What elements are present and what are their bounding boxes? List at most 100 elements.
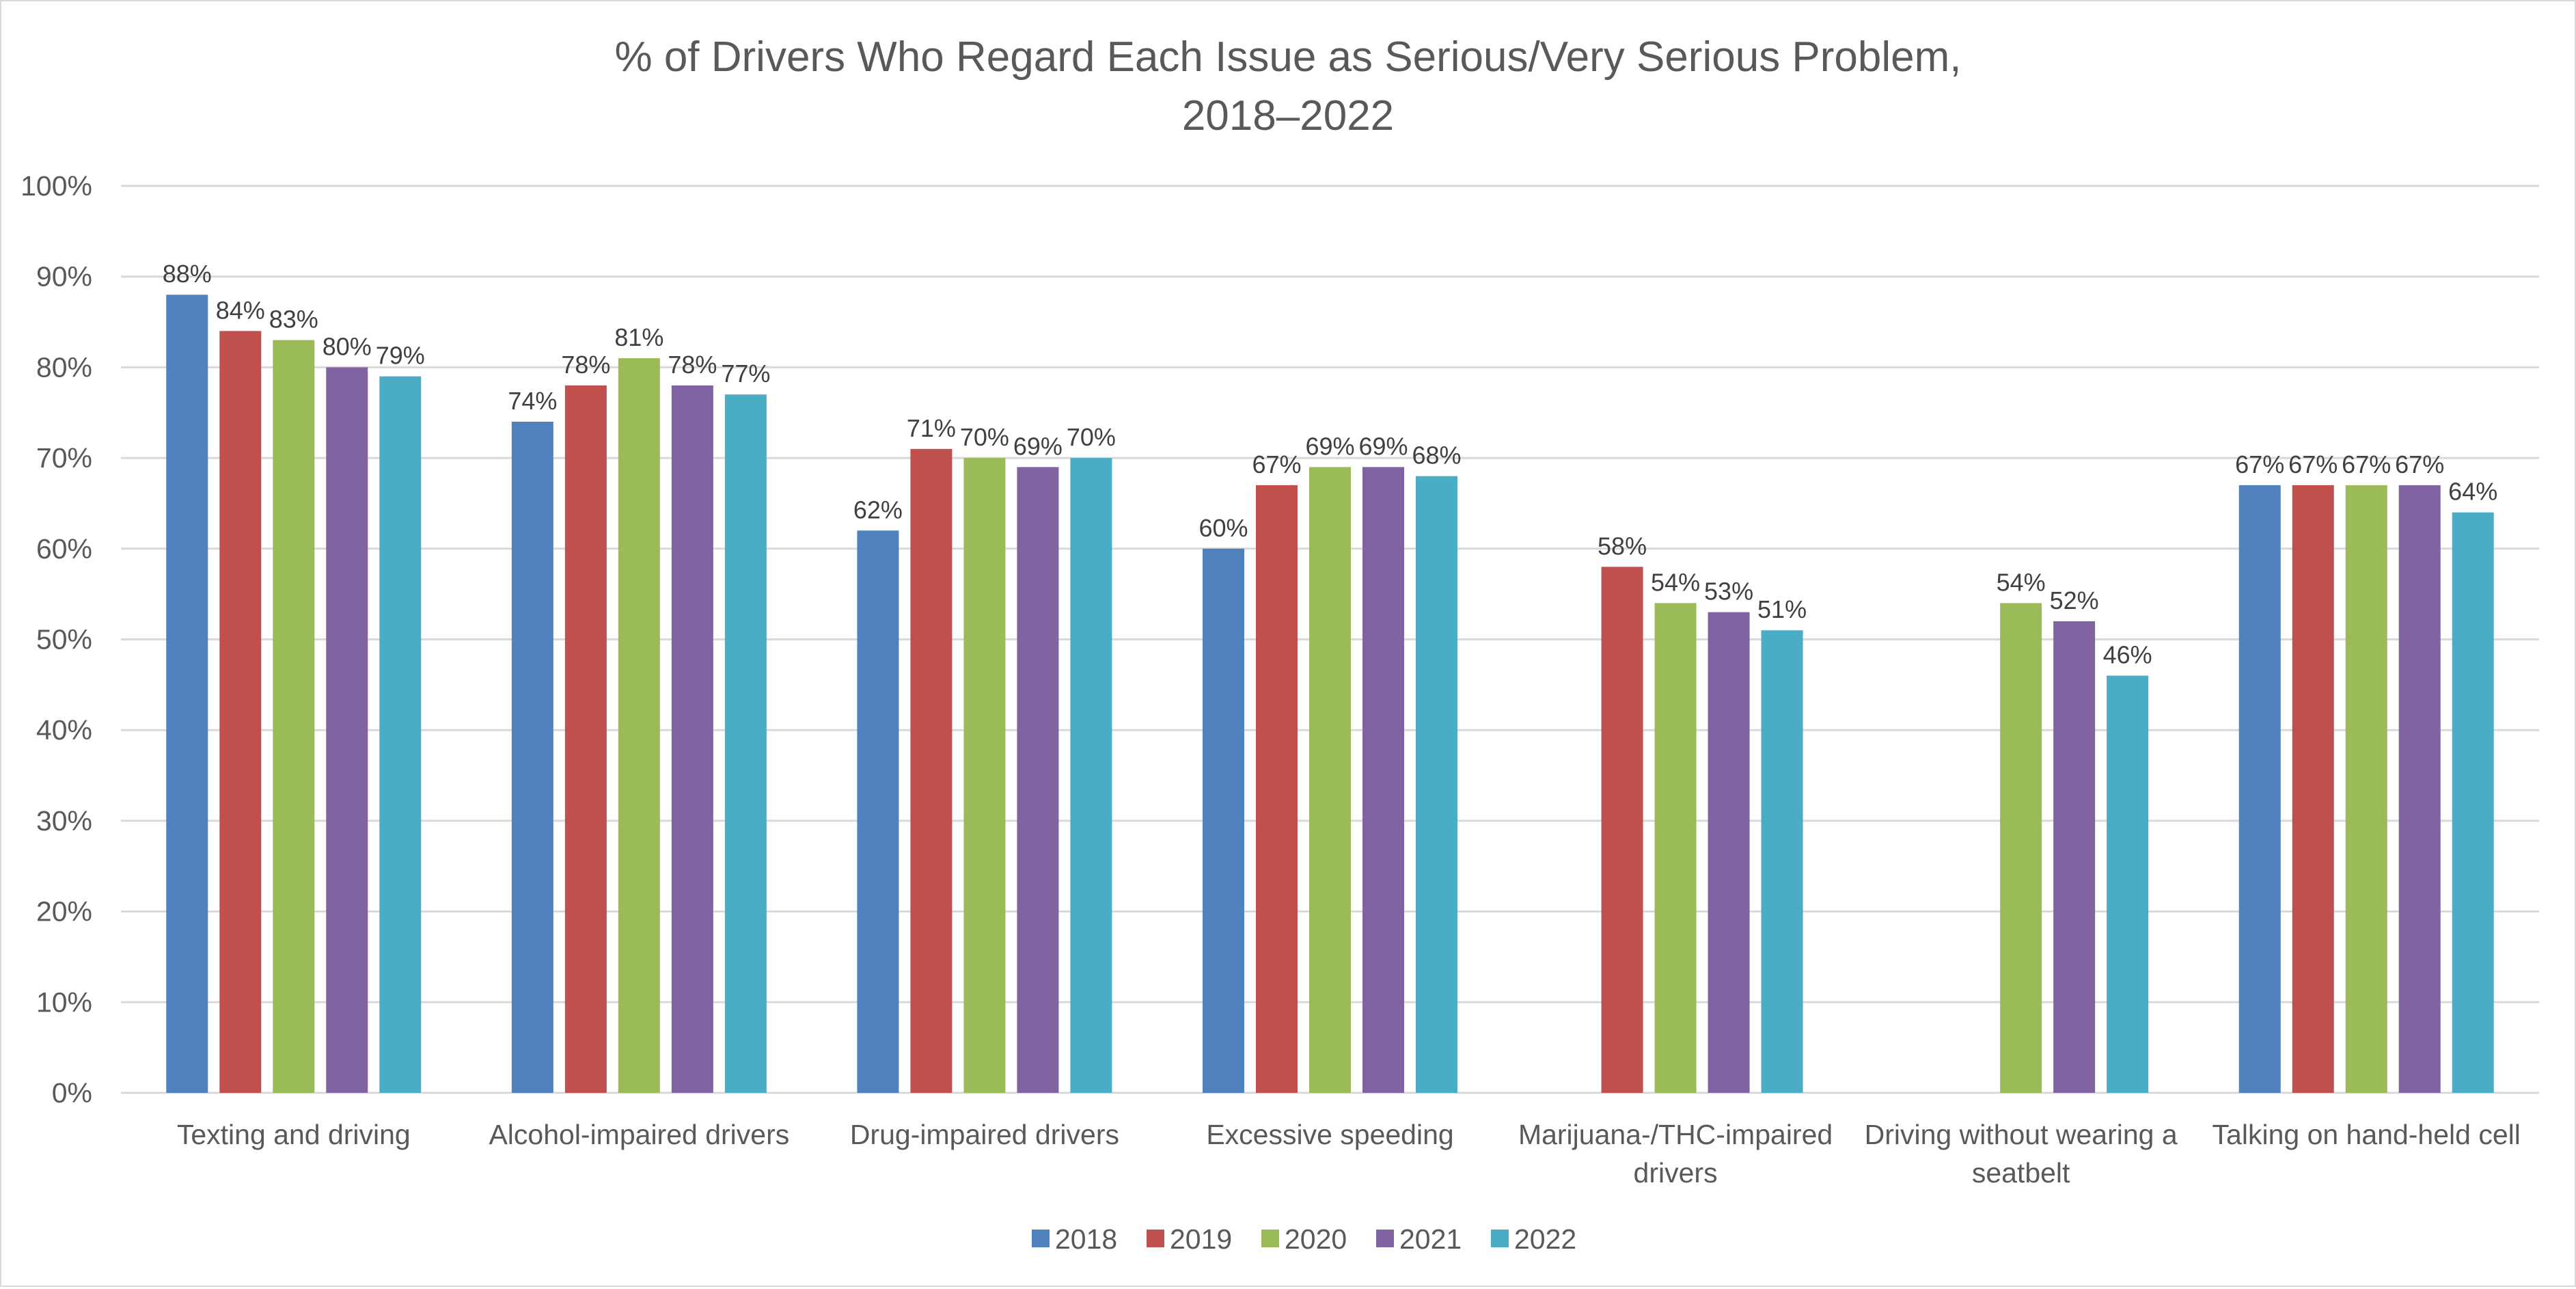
- bar-2020: [2345, 485, 2387, 1093]
- data-label: 69%: [1013, 432, 1063, 460]
- category-label: Driving without wearing a seatbelt: [1865, 1119, 2178, 1189]
- bar-2022: [1416, 476, 1457, 1093]
- legend-label: 2020: [1285, 1223, 1347, 1255]
- category-label: Excessive speeding: [1206, 1119, 1453, 1150]
- data-label: 84%: [216, 296, 265, 324]
- legend-item-2022: 2022: [1491, 1223, 1576, 1255]
- y-tick-label: 90%: [36, 261, 92, 293]
- y-tick-label: 30%: [36, 805, 92, 837]
- legend-swatch: [1032, 1230, 1050, 1247]
- legend-item-2019: 2019: [1147, 1223, 1232, 1255]
- data-label: 79%: [376, 342, 425, 370]
- data-label: 69%: [1305, 432, 1354, 460]
- legend-item-2018: 2018: [1032, 1223, 1117, 1255]
- bar-2020: [2000, 603, 2042, 1093]
- y-tick-label: 40%: [36, 714, 92, 746]
- data-label: 78%: [561, 351, 610, 379]
- bar-2018: [857, 530, 899, 1093]
- data-label: 88%: [163, 260, 212, 288]
- category-label: Talking on hand-held cell: [2212, 1119, 2521, 1150]
- y-tick-label: 20%: [36, 896, 92, 927]
- bar-2021: [2053, 621, 2096, 1093]
- y-tick-label: 10%: [36, 986, 92, 1018]
- data-label: 67%: [2235, 450, 2284, 478]
- data-label: 67%: [2288, 450, 2338, 478]
- bar-2021: [1017, 467, 1059, 1093]
- x-axis-categories: Texting and driving Alcohol-impaired driv…: [177, 1119, 2521, 1189]
- bar-2022: [2452, 512, 2494, 1093]
- chart-subtitle: 2018–2022: [1182, 92, 1394, 139]
- category-label-line: seatbelt: [1972, 1157, 2070, 1189]
- legend-label: 2018: [1055, 1223, 1117, 1255]
- legend-label: 2019: [1170, 1223, 1232, 1255]
- legend-swatch: [1376, 1230, 1394, 1247]
- y-tick-label: 70%: [36, 442, 92, 474]
- data-label: 64%: [2448, 478, 2497, 506]
- y-tick-label: 0%: [52, 1077, 92, 1109]
- category-label-line: Excessive speeding: [1206, 1119, 1453, 1150]
- bar-2022: [724, 394, 767, 1093]
- category-label-line: Drug-impaired drivers: [850, 1119, 1119, 1150]
- data-label: 81%: [614, 323, 663, 351]
- category-label: Drug-impaired drivers: [850, 1119, 1119, 1150]
- bar-2018: [1203, 548, 1244, 1093]
- data-label: 68%: [1412, 442, 1461, 470]
- bar-2020: [1309, 467, 1351, 1093]
- legend-item-2020: 2020: [1261, 1223, 1347, 1255]
- data-label: 67%: [2342, 450, 2391, 478]
- legend-swatch: [1147, 1230, 1164, 1247]
- bar-2021: [1362, 467, 1404, 1093]
- bar-2020: [1654, 603, 1697, 1093]
- data-label: 62%: [853, 496, 903, 524]
- data-label: 52%: [2050, 586, 2099, 614]
- bar-2021: [326, 367, 368, 1093]
- category-label: Marijuana-/THC-impaired drivers: [1518, 1119, 1833, 1189]
- bar-2018: [2238, 485, 2281, 1093]
- bars: [166, 295, 2494, 1094]
- legend: 2018 2019 2020 2021 2022: [1032, 1223, 1576, 1255]
- legend-label: 2022: [1514, 1223, 1576, 1255]
- bar-2022: [2107, 675, 2149, 1093]
- legend-swatch: [1261, 1230, 1279, 1247]
- data-label: 78%: [668, 351, 717, 379]
- data-label: 54%: [1997, 568, 2046, 596]
- bar-2019: [1256, 485, 1298, 1093]
- bar-2022: [1761, 630, 1803, 1093]
- bar-2019: [910, 448, 953, 1093]
- data-label: 54%: [1651, 568, 1700, 596]
- data-label: 83%: [269, 306, 318, 334]
- data-label: 70%: [1067, 423, 1116, 451]
- data-labels: 88%84% 83%80% 79%74%78%81%78% 77%62%71% 70% 6…: [163, 260, 2497, 668]
- data-label: 58%: [1598, 532, 1647, 560]
- category-label: Texting and driving: [177, 1119, 411, 1150]
- data-label: 60%: [1198, 514, 1248, 542]
- data-label: 67%: [2395, 450, 2444, 478]
- bar-2018: [166, 295, 208, 1093]
- category-label-line: Alcohol-impaired drivers: [489, 1119, 789, 1150]
- y-tick-label: 80%: [36, 351, 92, 383]
- category-label-line: Driving without wearing a: [1865, 1119, 2178, 1150]
- category-label: Alcohol-impaired drivers: [489, 1119, 789, 1150]
- y-axis-ticks: 0% 10% 20% 30% 40% 50% 60% 70% 80% 90% 100%: [20, 170, 92, 1109]
- bar-2019: [219, 331, 262, 1093]
- y-tick-label: 100%: [20, 170, 92, 202]
- category-label-line: Marijuana-/THC-impaired: [1518, 1119, 1833, 1150]
- data-label: 67%: [1252, 450, 1301, 478]
- y-tick-label: 60%: [36, 533, 92, 565]
- bar-2022: [1070, 458, 1112, 1093]
- category-label-line: Texting and driving: [177, 1119, 411, 1150]
- bar-2020: [963, 458, 1006, 1093]
- legend-label: 2021: [1399, 1223, 1462, 1255]
- data-label: 51%: [1757, 595, 1807, 623]
- bar-2020: [618, 358, 660, 1093]
- bar-2019: [564, 385, 607, 1094]
- data-label: 70%: [960, 423, 1009, 451]
- bar-2020: [273, 340, 315, 1094]
- bar-2021: [671, 385, 713, 1094]
- bar-2019: [2292, 485, 2334, 1093]
- data-label: 77%: [721, 359, 770, 388]
- legend-item-2021: 2021: [1376, 1223, 1462, 1255]
- bar-2019: [1601, 567, 1643, 1093]
